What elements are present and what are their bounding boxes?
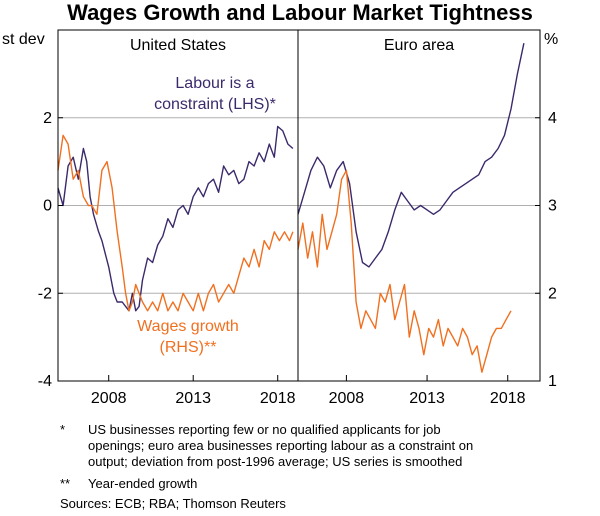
x-tick-label: 2013 (175, 390, 211, 407)
right-tick-label: 2 (548, 285, 557, 302)
panel-title: United States (130, 37, 226, 54)
right-tick-label: 1 (548, 373, 557, 390)
right-axis-label: % (544, 31, 558, 48)
wages-series-label: Wages growth (137, 318, 239, 335)
labour-constraint-line (57, 125, 294, 312)
footnote-line: openings; euro area businesses reporting… (88, 438, 474, 453)
x-tick-label: 2008 (91, 390, 127, 407)
left-tick-label: -2 (38, 285, 52, 302)
left-axis-label: st dev (2, 31, 45, 48)
x-tick-label: 2018 (490, 390, 526, 407)
left-tick-label: 2 (43, 110, 52, 127)
footnote-line: Year-ended growth (88, 476, 198, 491)
panel-title: Euro area (384, 37, 454, 54)
footnote-text-2: Year-ended growth (88, 476, 568, 492)
x-tick-label: 2018 (260, 390, 296, 407)
x-tick-label: 2008 (329, 390, 365, 407)
left-tick-label: 0 (43, 198, 52, 215)
labour-constraint-line (297, 43, 525, 268)
wages-growth-line (297, 169, 512, 373)
right-tick-label: 4 (548, 110, 557, 127)
left-tick-label: -4 (38, 373, 52, 390)
labour-series-label: constraint (LHS)* (154, 96, 276, 113)
sources-note: Sources: ECB; RBA; Thomson Reuters (60, 496, 286, 511)
wages-growth-line (57, 134, 294, 312)
footnote-mark-1: * (60, 422, 66, 437)
footnote-text-1: US businesses reporting few or no qualif… (88, 422, 568, 470)
footnote-mark-2: ** (60, 476, 71, 491)
wages-series-label: (RHS)** (160, 339, 217, 356)
right-tick-label: 3 (548, 198, 557, 215)
x-tick-label: 2013 (409, 390, 445, 407)
footnote-line: US businesses reporting few or no qualif… (88, 422, 441, 437)
plot-frame (57, 29, 541, 382)
footnote-line: output; deviation from post-1996 average… (88, 454, 463, 469)
labour-series-label: Labour is a (175, 75, 254, 92)
chart-title: Wages Growth and Labour Market Tightness (67, 0, 533, 25)
